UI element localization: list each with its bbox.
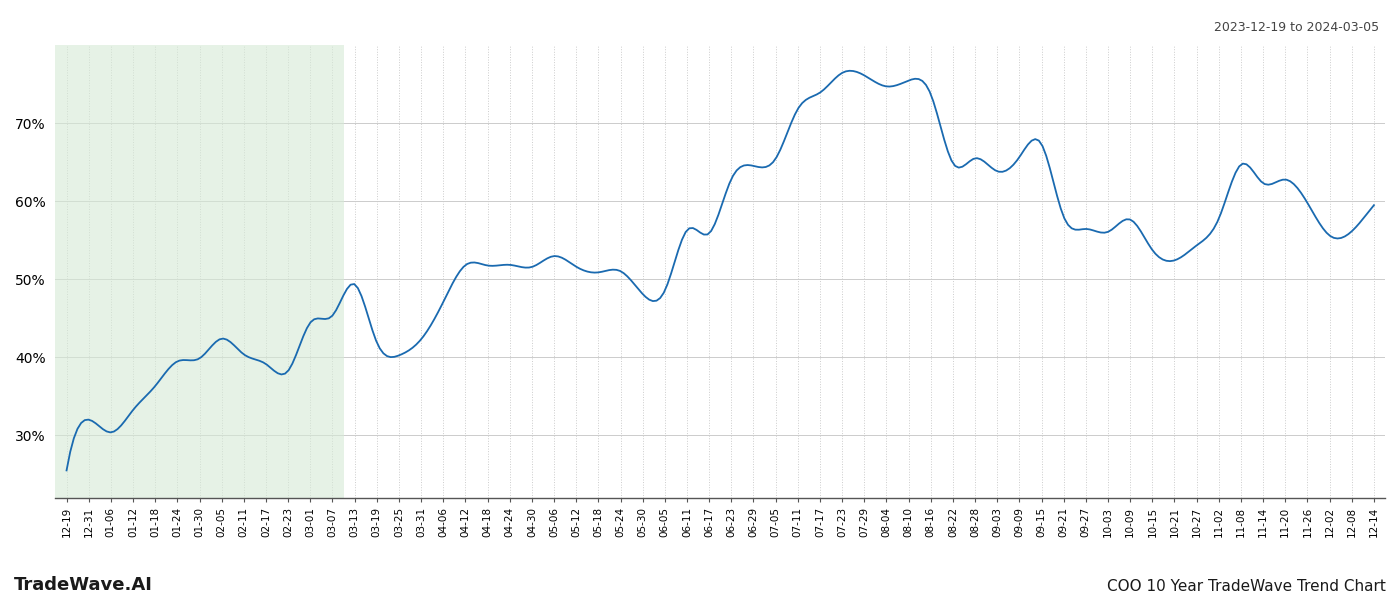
Text: COO 10 Year TradeWave Trend Chart: COO 10 Year TradeWave Trend Chart <box>1107 579 1386 594</box>
Text: TradeWave.AI: TradeWave.AI <box>14 576 153 594</box>
Text: 2023-12-19 to 2024-03-05: 2023-12-19 to 2024-03-05 <box>1214 21 1379 34</box>
Bar <box>56 45 343 498</box>
